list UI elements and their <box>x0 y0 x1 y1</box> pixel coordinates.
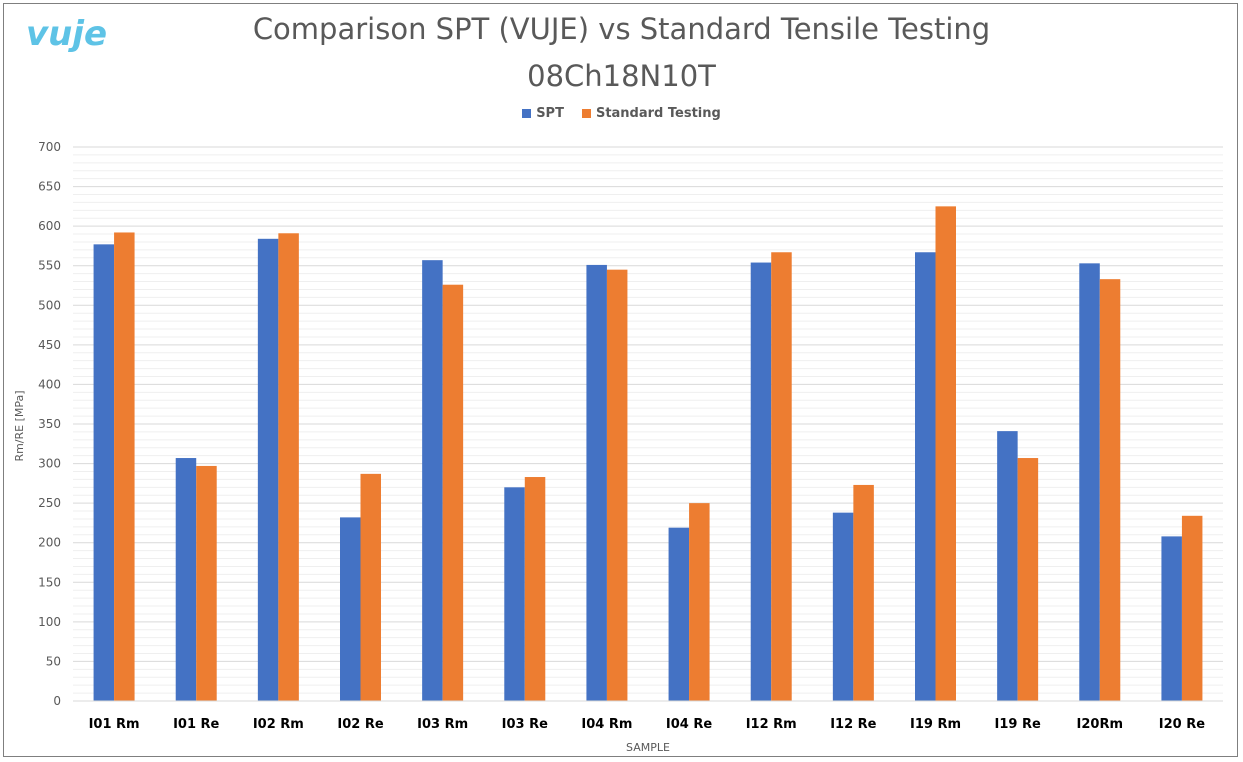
bar-standard <box>1181 515 1203 701</box>
bar-standard <box>1099 279 1121 701</box>
y-tick-label: 0 <box>53 694 61 708</box>
y-tick-label: 650 <box>38 180 61 194</box>
bar-spt <box>997 431 1018 701</box>
bar-spt <box>1161 536 1182 701</box>
bar-standard <box>853 484 874 701</box>
bar-standard <box>196 465 217 701</box>
x-tick-label: I04 Re <box>666 717 712 732</box>
vuje-logo: vuje <box>26 14 108 54</box>
bars <box>93 206 1203 702</box>
y-tick-label: 700 <box>38 140 61 154</box>
bar-spt <box>257 238 279 701</box>
x-tick-label: I03 Re <box>502 717 548 732</box>
y-axis-ticks: 0 50 100 150 200 250 300 350 400 450 500 550 600 650 7… <box>38 140 61 708</box>
y-tick-label: 250 <box>38 496 61 510</box>
x-tick-label: I12 Re <box>830 717 876 732</box>
y-tick-label: 600 <box>38 219 61 233</box>
x-tick-label: I20Rm <box>1077 717 1123 732</box>
y-tick-label: 550 <box>38 259 61 273</box>
x-tick-label: I02 Rm <box>253 717 304 732</box>
x-tick-label: I20 Re <box>1159 717 1205 732</box>
bar-standard <box>360 473 381 701</box>
y-tick-label: 500 <box>38 298 61 312</box>
legend-swatch-standard <box>581 109 591 118</box>
chart-subtitle: 08Ch18N10T <box>527 59 716 93</box>
x-tick-label: I03 Rm <box>417 717 468 732</box>
bar-standard <box>771 252 792 701</box>
bar-standard <box>442 284 464 701</box>
y-tick-label: 300 <box>38 457 61 471</box>
x-tick-label: I19 Rm <box>910 717 961 732</box>
x-tick-label: I19 Re <box>995 717 1041 732</box>
bar-spt <box>586 264 607 701</box>
y-tick-label: 200 <box>38 536 61 550</box>
y-axis-label: Rm/RE [MPa] <box>13 390 26 461</box>
bar-spt <box>750 262 772 701</box>
bar-standard <box>689 503 710 701</box>
y-tick-label: 50 <box>46 654 61 668</box>
x-tick-label: I02 Re <box>337 717 383 732</box>
chart-title: Comparison SPT (VUJE) vs Standard Tensil… <box>252 12 991 46</box>
legend-item-standard: Standard Testing <box>581 106 721 121</box>
bar-spt <box>175 458 197 701</box>
bar-spt <box>915 252 936 701</box>
x-tick-label: I04 Rm <box>581 717 632 732</box>
x-tick-label: I01 Rm <box>89 717 140 732</box>
bar-standard <box>278 233 299 701</box>
x-axis-label: SAMPLE <box>626 741 670 754</box>
major-gridlines <box>73 146 1223 662</box>
y-tick-label: 100 <box>38 615 61 629</box>
bar-spt <box>93 244 115 702</box>
y-tick-label: 450 <box>38 338 61 352</box>
bar-standard <box>606 269 628 701</box>
bar-standard <box>114 232 135 701</box>
bar-standard <box>1017 458 1039 701</box>
bar-standard <box>524 477 546 701</box>
bar-spt <box>1079 263 1100 701</box>
y-tick-label: 400 <box>38 377 61 391</box>
bar-spt <box>832 512 854 701</box>
legend-item-spt: SPT <box>522 106 564 121</box>
x-axis-ticks: I01 Rm I01 Re I02 Rm I02 Re I03 Rm I03 Re I04 … <box>89 717 1206 732</box>
legend-swatch-spt <box>522 109 532 118</box>
bar-standard <box>935 206 956 701</box>
y-tick-label: 150 <box>38 575 61 589</box>
legend-label-standard: Standard Testing <box>595 106 721 121</box>
x-tick-label: I12 Rm <box>746 717 797 732</box>
bar-spt <box>422 260 443 701</box>
bar-spt <box>668 527 690 701</box>
bar-spt <box>340 517 361 701</box>
legend: SPT Standard Testing <box>0 106 1243 121</box>
x-tick-label: I01 Re <box>173 717 219 732</box>
bar-spt <box>504 487 525 701</box>
y-tick-label: 350 <box>38 417 61 431</box>
legend-label-spt: SPT <box>536 106 564 121</box>
